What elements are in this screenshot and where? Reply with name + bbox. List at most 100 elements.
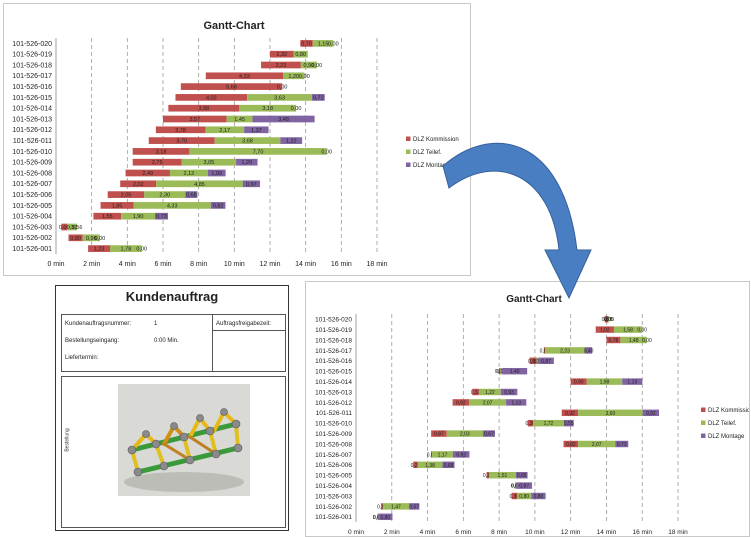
data-label: 0,02 [373, 515, 383, 521]
bar-segment [210, 202, 226, 209]
data-label: 0,78 [609, 338, 619, 344]
category-label: 101-526-008 [315, 441, 352, 448]
category-label: 101-526-009 [315, 431, 352, 438]
data-label: 1,45 [234, 117, 245, 123]
data-label: 0,05 [427, 452, 437, 458]
bar-segment [413, 461, 418, 469]
bar-segment [181, 158, 237, 166]
bar-segment [622, 378, 643, 385]
category-label: 101-526-001 [315, 514, 352, 521]
data-label: 0,55 [564, 421, 574, 427]
bar-segment [446, 430, 484, 437]
bar-segment [185, 191, 198, 198]
data-label: 1,32 [276, 52, 287, 58]
bar-segment [578, 440, 616, 448]
side-label: Bestellung [64, 428, 71, 452]
order-receipt-value: 0:00 Min. [154, 338, 179, 344]
bar-segment [563, 440, 579, 448]
category-label: 101-526-008 [12, 170, 52, 177]
data-label: 2,75 [152, 160, 163, 166]
bar-segment [148, 137, 215, 144]
category-label: 101-526-006 [12, 192, 52, 199]
data-label: 0,30 [526, 421, 536, 427]
data-label: 0,68 [186, 193, 197, 199]
bar-segment [144, 191, 186, 198]
data-label: 1,22 [286, 139, 297, 145]
data-label: 3,48 [278, 117, 289, 123]
data-label: 3,70 [176, 139, 187, 145]
data-label: 0,04 [511, 484, 521, 490]
data-label: 2,07 [483, 400, 493, 406]
bar-segment [604, 315, 609, 323]
bar-segment [93, 212, 122, 220]
data-label: 1,51 [498, 473, 508, 479]
legend-swatch [406, 149, 411, 154]
data-label: 3,60 [606, 411, 616, 417]
bar-segment [312, 40, 334, 47]
data-label: 0,67 [484, 432, 494, 438]
gantt-chart-top-svg: Gantt-Chart 0 min 2 min 4 min 6 min 8 min 10 m… [12, 20, 458, 268]
data-label: 1,13 [511, 400, 521, 406]
x-tick-label: 16 min [632, 529, 652, 536]
category-label: 101-526-007 [12, 181, 52, 188]
bar-segment [578, 409, 643, 417]
x-tick-label: 12 min [561, 529, 581, 536]
product-photo-svg [124, 408, 244, 492]
data-label: 2,30 [159, 193, 170, 199]
x-tick-label: 10 min [525, 529, 545, 536]
legend-swatch [406, 136, 411, 141]
data-label: 0,00 [95, 236, 106, 242]
data-label: 0,00 [328, 41, 339, 47]
gantt-chart-bottom-svg: Gantt-Chart 0 min 2 min 4 min 6 min 8 min 10 m… [315, 294, 749, 536]
bar-segment [244, 126, 269, 134]
data-label: 1,48 [629, 338, 639, 344]
data-label: 0,00 [291, 106, 302, 112]
category-label: 101-526-013 [12, 116, 52, 123]
data-label: 1,17 [438, 452, 448, 458]
data-label: 0,37 [471, 390, 481, 396]
x-tick-label: 6 min [455, 529, 471, 536]
data-label: 0,32 [67, 225, 78, 231]
data-label: 1,58 [623, 328, 633, 334]
order-number-value: 1 [154, 321, 158, 327]
data-label: 0,72 [313, 95, 324, 101]
category-label: 101-526-002 [315, 504, 352, 511]
data-label: 0,00 [642, 338, 652, 344]
bar-segment [486, 471, 489, 479]
data-label: 0,97 [246, 182, 257, 188]
data-label: 1,98 [600, 380, 610, 386]
bar-segment [515, 482, 517, 489]
data-label: 1,55 [102, 214, 113, 220]
data-label: 4,85 [194, 182, 205, 188]
data-label: 0,07 [540, 348, 550, 354]
category-label: 101-526-017 [315, 348, 352, 355]
bar-segment [613, 326, 643, 333]
bar-segment [506, 399, 527, 406]
category-label: 101-526-013 [315, 389, 352, 396]
data-label: 2,49 [142, 171, 153, 177]
data-label: 3,18 [156, 149, 167, 155]
bar-segment [472, 388, 479, 396]
bar-segment [515, 482, 516, 489]
data-label: 2,12 [183, 171, 194, 177]
data-label: 3,05 [204, 160, 215, 166]
data-label: 0,68 [444, 463, 454, 469]
legend-label: DLZ Kommission. [708, 408, 749, 414]
data-label: 0,82 [213, 203, 224, 209]
bar-segment [205, 72, 284, 80]
data-label: 5,68 [226, 85, 237, 91]
bar-segment [527, 419, 534, 427]
data-label: 2,05 [121, 193, 132, 199]
category-label: 101-526-006 [315, 462, 352, 469]
category-label: 101-526-005 [12, 203, 52, 210]
chart-title: Gantt-Chart [203, 20, 264, 32]
bar-segment [261, 61, 301, 69]
bar-segment [533, 419, 564, 427]
data-label: 0,80 [70, 236, 81, 242]
bar-segment [478, 388, 501, 396]
category-label: 101-526-010 [12, 149, 52, 156]
chart-title: Gantt-Chart [506, 294, 562, 305]
bar-segment [214, 137, 281, 144]
order-number-label: Kundenauftragsnummer: [65, 321, 132, 327]
bar-segment [226, 115, 253, 123]
